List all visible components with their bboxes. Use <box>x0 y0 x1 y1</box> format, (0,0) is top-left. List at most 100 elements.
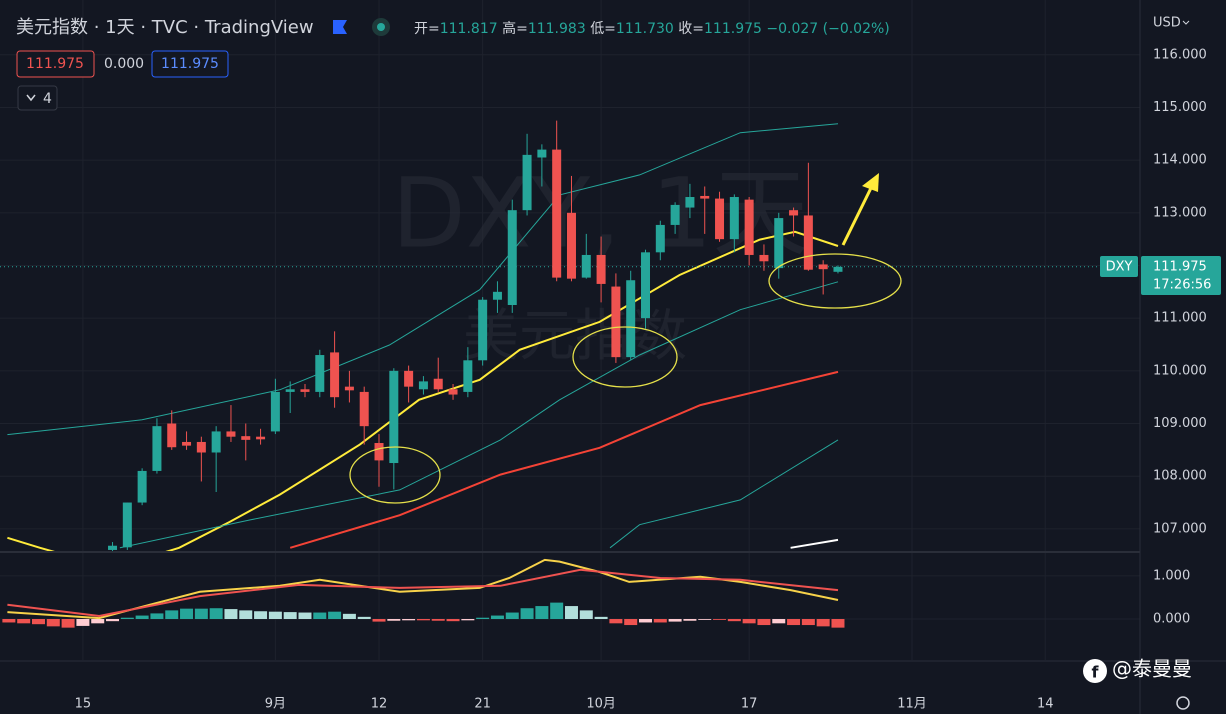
candle-body <box>759 254 769 262</box>
price-tag <box>1141 256 1221 295</box>
input-value: 0.000 <box>104 56 144 72</box>
histogram-bar <box>564 606 578 620</box>
histogram-bar <box>31 619 45 625</box>
y-tick-label: 111.000 <box>1153 311 1207 326</box>
countdown-text: 17:26:56 <box>1153 278 1211 293</box>
histogram-bar <box>268 611 282 620</box>
currency[interactable]: USD <box>1153 16 1181 31</box>
candle-body <box>418 381 428 390</box>
annotation-ellipse <box>349 446 441 504</box>
candle-body <box>478 299 488 361</box>
candle-body <box>492 291 502 300</box>
candle-body <box>315 355 325 392</box>
histogram-bar <box>194 608 208 620</box>
histogram-bar <box>683 619 697 621</box>
histogram-bar <box>283 612 297 620</box>
input-value: 111.975 <box>26 56 84 72</box>
x-tick-label: 15 <box>75 697 92 712</box>
status-dot <box>377 23 385 31</box>
candle-body <box>108 545 118 550</box>
candle-body <box>507 210 517 305</box>
candle-body <box>463 360 473 392</box>
candle-body <box>552 149 562 278</box>
histogram-bar <box>224 609 238 620</box>
histogram-bar <box>668 619 682 622</box>
histogram-bar <box>535 606 549 620</box>
candle-body <box>226 431 236 437</box>
y-tick-label: 108.000 <box>1153 469 1207 484</box>
candle-body <box>744 199 754 255</box>
histogram-bar <box>135 615 149 620</box>
annotation-ellipse <box>572 326 678 388</box>
candle-body <box>803 215 813 270</box>
histogram-bar <box>816 619 830 627</box>
ohlc-label: 高= <box>502 20 528 37</box>
indicator-line <box>7 123 839 436</box>
ohlc-label: 开= <box>414 21 440 37</box>
y-tick-label: 114.000 <box>1153 153 1207 168</box>
candle-body <box>300 389 310 392</box>
histogram-bar <box>239 610 253 620</box>
y-tick-label: 115.000 <box>1153 100 1207 115</box>
y-tick-label: 0.000 <box>1153 612 1190 627</box>
input-box[interactable] <box>151 50 229 78</box>
candles <box>108 120 843 551</box>
candle-body <box>448 389 458 395</box>
input-box[interactable] <box>16 50 95 78</box>
indicator-toggle[interactable] <box>17 85 58 111</box>
chart-title: 美元指数 · 1天 · TVC · TradingView <box>16 17 314 38</box>
histogram-bar <box>254 611 268 620</box>
annotations <box>349 253 902 504</box>
candle-body <box>433 378 443 390</box>
candle-body <box>789 210 799 216</box>
ohlc-change: −0.027 (−0.02%) <box>766 21 889 37</box>
macd-panel <box>2 558 845 628</box>
histogram-bar <box>772 619 786 624</box>
candle-body <box>211 431 221 453</box>
indicator-line <box>289 370 839 549</box>
histogram-bar <box>328 611 342 620</box>
histogram-bar <box>446 619 460 622</box>
histogram-bar <box>17 619 31 624</box>
ohlc-label: 低= <box>590 21 616 37</box>
candle-body <box>655 224 665 253</box>
settings-icon[interactable] <box>1176 696 1190 710</box>
candle-body <box>374 443 384 461</box>
histogram-bar <box>713 619 727 620</box>
y-tick-label: 113.000 <box>1153 205 1207 220</box>
candle-body <box>122 502 132 548</box>
candle-body <box>359 391 369 427</box>
histogram-bar <box>298 612 312 620</box>
price-tag-text: 111.975 <box>1153 260 1207 275</box>
ohlc-value: 111.730 <box>616 21 674 37</box>
histogram-bar <box>46 619 60 627</box>
histogram-bar <box>624 619 638 626</box>
candle-body <box>152 426 162 471</box>
candle-body <box>344 386 354 391</box>
x-tick-label: 11月 <box>897 697 927 712</box>
candle-body <box>196 441 206 453</box>
histogram-bar <box>757 619 771 626</box>
histogram-bar <box>313 612 327 620</box>
annotation-arrow <box>841 187 873 246</box>
candle-body <box>833 266 843 272</box>
histogram-bar <box>387 619 401 621</box>
histogram-bar <box>698 619 712 620</box>
facebook-letter: f <box>1092 663 1100 682</box>
x-tick-label: 12 <box>371 697 388 712</box>
histogram-bar <box>609 619 623 624</box>
indicator-count: 4 <box>43 91 52 107</box>
candle-body <box>404 370 414 387</box>
candle-body <box>522 154 532 211</box>
indicator-line <box>119 281 839 549</box>
candle-body <box>729 197 739 240</box>
candle-body <box>537 149 547 158</box>
y-tick-label: 109.000 <box>1153 416 1207 431</box>
histogram-bar <box>787 619 801 626</box>
ohlc-label: 收= <box>678 21 704 37</box>
indicator-line <box>7 230 839 551</box>
histogram-bar <box>416 619 430 621</box>
histogram-bar <box>742 619 756 624</box>
histogram-bar <box>431 619 445 621</box>
